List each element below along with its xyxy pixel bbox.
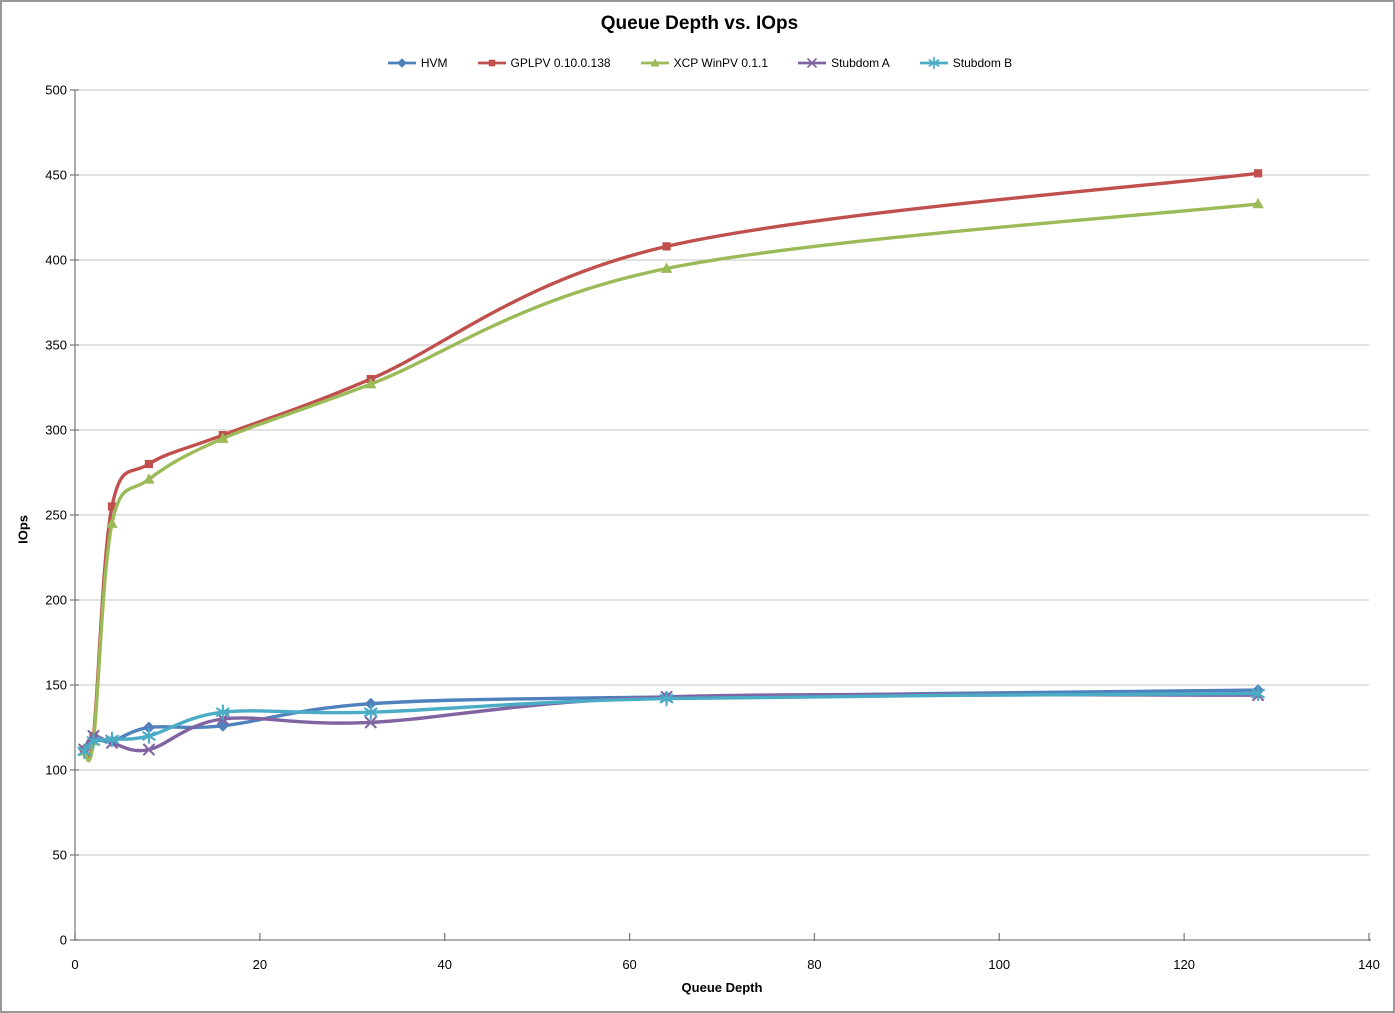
legend-label-hvm: HVM xyxy=(420,56,448,70)
point-hvm-qd32 xyxy=(364,697,377,710)
legend-item-xcp-winpv-0-1-1: XCP WinPV 0.1.1 xyxy=(640,56,769,70)
legend: HVM GPLPV 0.10.0.138 XCP WinPV 0.1.1 Stubdo… xyxy=(2,53,1393,73)
x-tick-label: 0 xyxy=(71,957,78,972)
x-axis-title: Queue Depth xyxy=(681,980,763,995)
series-stubdom-b xyxy=(82,691,1260,753)
point-stubdom-a-qd8 xyxy=(142,743,155,756)
point-stubdom-b-qd128 xyxy=(1251,685,1265,702)
point-gplpv-0-10-0-138-qd4 xyxy=(107,502,117,511)
legend-item-stubdom-a: Stubdom A xyxy=(797,56,890,70)
point-stubdom-b-qd4 xyxy=(105,731,119,748)
y-tick-label: 200 xyxy=(45,593,67,608)
x-tick-label: 140 xyxy=(1358,957,1380,972)
legend-marker-xcp-winpv-0-1-1-icon xyxy=(640,58,669,67)
point-stubdom-b-qd32 xyxy=(363,704,378,721)
legend-marker-stubdom-a-icon xyxy=(798,58,827,68)
series-markers-gplpv-0-10-0-138 xyxy=(80,169,1263,754)
point-gplpv-0-10-0-138-qd128 xyxy=(1253,169,1263,178)
point-xcp-winpv-0-1-1-qd16 xyxy=(217,432,229,443)
point-stubdom-b-qd2 xyxy=(86,733,101,749)
point-stubdom-b-qd1 xyxy=(77,743,92,760)
y-tick-label: 150 xyxy=(45,678,67,693)
series-line-xcp-winpv-0-1-1 xyxy=(82,202,1260,763)
point-xcp-winpv-0-1-1-qd128 xyxy=(1252,197,1264,209)
point-stubdom-b-qd64 xyxy=(659,690,674,707)
point-gplpv-0-10-0-138-qd64 xyxy=(662,242,671,251)
series-gplpv-0-10-0-138 xyxy=(82,171,1260,760)
y-tick-label: 250 xyxy=(45,508,67,523)
x-tick-label: 100 xyxy=(988,957,1010,972)
y-tick-label: 300 xyxy=(45,423,67,438)
series-markers-xcp-winpv-0-1-1 xyxy=(78,197,1264,756)
x-tick-label: 40 xyxy=(437,957,451,972)
legend-label-stubdom-b: Stubdom B xyxy=(952,56,1013,70)
legend-marker-gplpv-0-10-0-138-icon xyxy=(477,59,506,67)
x-tick-label: 80 xyxy=(807,957,821,972)
point-xcp-winpv-0-1-1-qd4 xyxy=(106,517,118,528)
series-line-gplpv-0-10-0-138 xyxy=(82,171,1260,760)
legend-label-xcp-winpv-0-1-1: XCP WinPV 0.1.1 xyxy=(673,56,769,70)
legend-marker-hvm-icon xyxy=(387,58,416,68)
x-tick-label: 20 xyxy=(253,957,267,972)
chart-title: Queue Depth vs. IOps xyxy=(600,13,799,34)
series-xcp-winpv-0-1-1 xyxy=(82,202,1260,763)
legend-item-stubdom-b: Stubdom B xyxy=(919,56,1012,70)
x-tick-labels: 0 20 40 60 80 100 120 140 xyxy=(71,957,1379,972)
series-line-stubdom-b xyxy=(82,691,1260,753)
y-tick-label: 400 xyxy=(45,253,67,268)
point-gplpv-0-10-0-138-qd8 xyxy=(144,459,154,469)
point-stubdom-b-qd8 xyxy=(142,728,156,744)
point-stubdom-a-qd32 xyxy=(364,716,377,729)
x-tick-label: 60 xyxy=(622,957,636,972)
legend-marker-stubdom-b-icon xyxy=(919,56,948,70)
legend-label-gplpv-0-10-0-138: GPLPV 0.10.0.138 xyxy=(510,56,611,70)
y-tick-label: 0 xyxy=(60,933,67,948)
x-tick-label: 120 xyxy=(1173,957,1195,972)
point-xcp-winpv-0-1-1-qd64 xyxy=(660,262,673,273)
point-hvm-qd16 xyxy=(216,719,229,732)
y-tick-label: 450 xyxy=(45,168,67,183)
point-hvm-qd8 xyxy=(142,721,155,734)
series-markers-stubdom-b xyxy=(77,685,1265,760)
y-tick-label: 500 xyxy=(45,83,67,98)
point-xcp-winpv-0-1-1-qd8 xyxy=(143,473,155,484)
point-xcp-winpv-0-1-1-qd32 xyxy=(365,378,377,389)
legend-item-gplpv-0-10-0-138: GPLPV 0.10.0.138 xyxy=(477,56,611,70)
y-tick-label: 50 xyxy=(53,848,67,863)
point-stubdom-b-qd16 xyxy=(216,704,230,721)
legend-item-hvm: HVM xyxy=(387,56,448,70)
legend-label-stubdom-a: Stubdom A xyxy=(831,56,890,70)
gridlines xyxy=(75,89,1369,856)
y-tick-label: 350 xyxy=(45,338,67,353)
y-tick-label: 100 xyxy=(45,763,67,778)
y-tick-labels: 0 50 100 150 200 250 300 350 400 450 500 xyxy=(45,83,67,948)
axes xyxy=(70,89,1371,941)
